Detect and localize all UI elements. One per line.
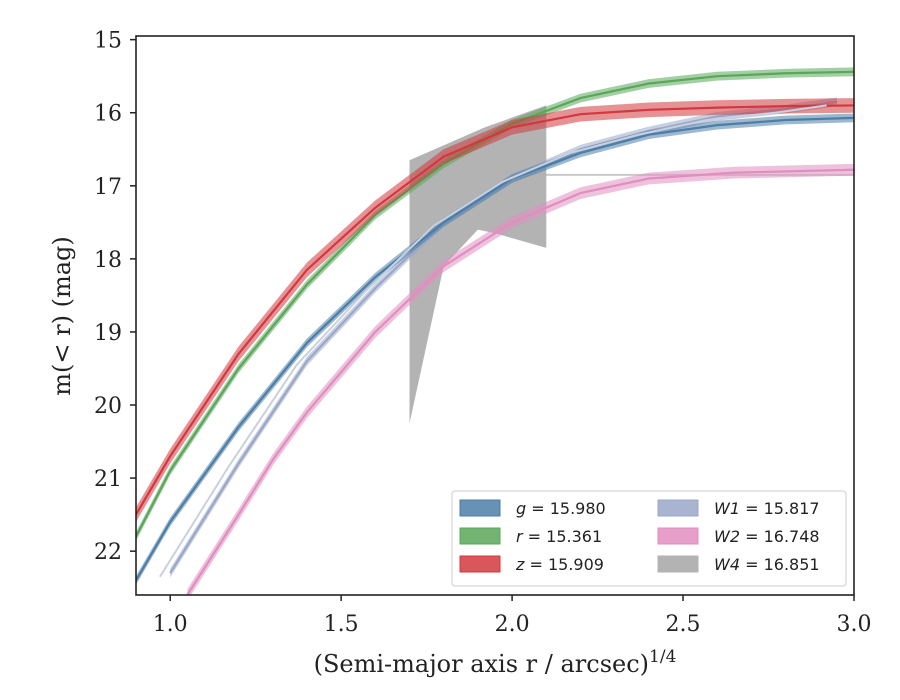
y-axis-label: m(< r) (mag) bbox=[48, 236, 76, 395]
legend-swatch-w4 bbox=[657, 555, 699, 573]
legend-swatch-g bbox=[459, 499, 501, 517]
y-tick-label: 19 bbox=[94, 321, 122, 346]
y-tick-label: 22 bbox=[94, 540, 122, 565]
legend-label-g: g = 15.980 bbox=[516, 499, 606, 518]
legend-swatch-r bbox=[459, 527, 501, 545]
series-g-line bbox=[136, 116, 854, 581]
x-tick-label: 1.0 bbox=[153, 612, 188, 637]
legend-label-w4: W4 = 16.851 bbox=[714, 555, 820, 574]
y-tick-label: 16 bbox=[94, 102, 122, 127]
x-axis-label: (Semi-major axis r / arcsec)1/4 bbox=[314, 647, 677, 678]
x-tick-label: 3.0 bbox=[837, 612, 872, 637]
x-axis-label-exponent: 1/4 bbox=[649, 647, 676, 667]
series-w1-extension bbox=[159, 104, 827, 578]
legend-band-name: g bbox=[516, 499, 526, 518]
series-w4-band bbox=[409, 105, 547, 424]
legend-label-z: z = 15.909 bbox=[515, 555, 604, 574]
plot-frame bbox=[135, 35, 855, 596]
y-axis: 15 16 17 18 19 20 21 22 bbox=[94, 29, 136, 565]
plot-layer bbox=[136, 67, 854, 595]
legend-band-value: = 15.817 bbox=[740, 499, 820, 518]
x-axis-label-text: (Semi-major axis r / arcsec) bbox=[314, 650, 649, 678]
y-tick-label: 20 bbox=[94, 394, 122, 419]
legend-swatch-z bbox=[459, 555, 501, 573]
legend-band-name: r bbox=[516, 527, 524, 546]
legend-band-value: = 16.851 bbox=[740, 555, 820, 574]
series-z-line bbox=[136, 104, 854, 516]
y-tick-label: 17 bbox=[94, 175, 122, 200]
x-tick-label: 2.5 bbox=[666, 612, 701, 637]
legend-label-w2: W2 = 16.748 bbox=[714, 527, 820, 546]
legend-frame bbox=[451, 490, 847, 587]
legend-label-w1: W1 = 15.817 bbox=[714, 499, 820, 518]
legend-band-value: = 15.361 bbox=[523, 527, 603, 546]
legend-band-value: = 15.909 bbox=[524, 555, 604, 574]
series-w2-line bbox=[186, 168, 854, 595]
series-z-band bbox=[136, 98, 854, 522]
x-tick-label: 1.5 bbox=[324, 612, 359, 637]
legend-band-name: z bbox=[515, 555, 525, 574]
legend-band-value: = 16.748 bbox=[740, 527, 820, 546]
legend-band-name: W4 bbox=[714, 555, 740, 574]
legend-label-r: r = 15.361 bbox=[516, 527, 602, 546]
legend-swatch-w1 bbox=[657, 499, 699, 517]
legend-swatch-w2 bbox=[657, 527, 699, 545]
x-axis: 1.0 1.5 2.0 2.5 3.0 bbox=[153, 595, 872, 637]
legend-band-value: = 15.980 bbox=[526, 499, 606, 518]
y-tick-label: 21 bbox=[94, 467, 122, 492]
legend-band-name: W2 bbox=[714, 527, 740, 546]
legend-band-name: W1 bbox=[714, 499, 740, 518]
y-tick-label: 18 bbox=[94, 248, 122, 273]
x-tick-label: 2.0 bbox=[495, 612, 530, 637]
y-tick-label: 15 bbox=[94, 29, 122, 54]
